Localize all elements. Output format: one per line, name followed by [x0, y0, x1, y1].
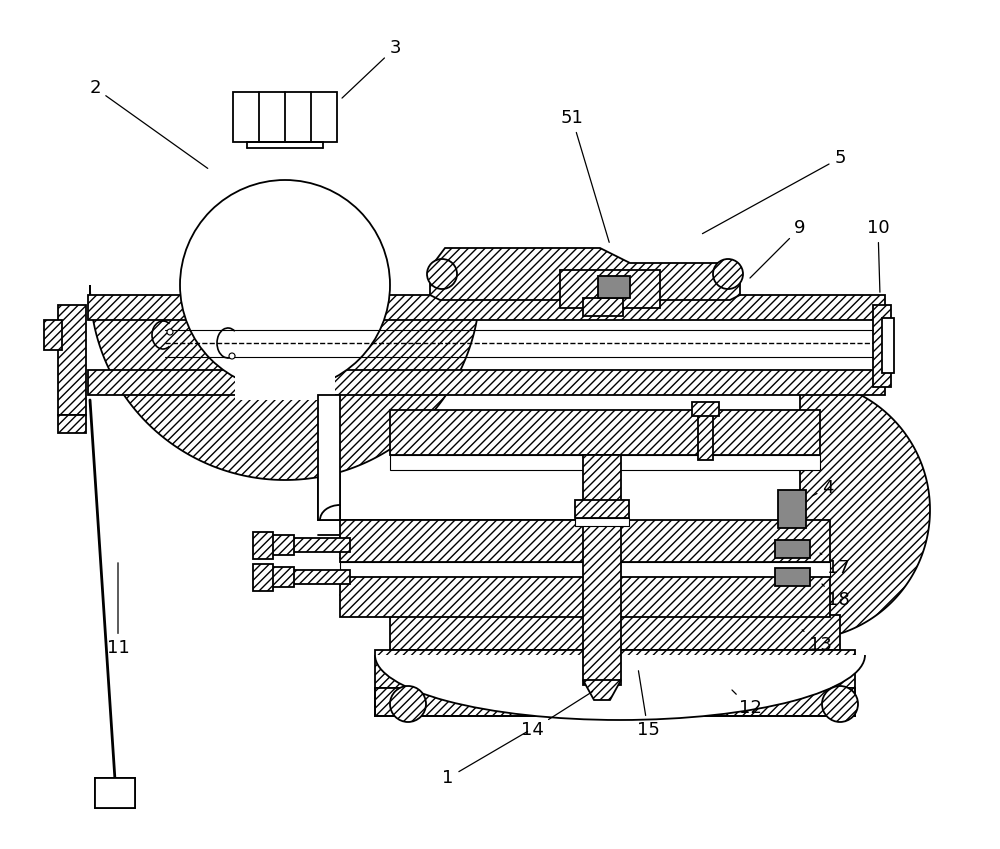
Bar: [268, 535, 294, 555]
Bar: [290, 538, 350, 552]
Polygon shape: [800, 380, 930, 640]
Polygon shape: [375, 655, 865, 720]
Bar: [95, 778, 135, 808]
Bar: [340, 577, 830, 617]
Circle shape: [822, 686, 858, 722]
Circle shape: [229, 353, 235, 359]
Text: 2: 2: [89, 79, 208, 168]
Bar: [58, 415, 86, 433]
Bar: [698, 408, 713, 460]
Text: 10: 10: [867, 219, 889, 292]
Text: 17: 17: [820, 553, 849, 577]
Text: 12: 12: [732, 690, 761, 717]
Text: 5: 5: [702, 149, 846, 233]
Bar: [340, 520, 830, 562]
Bar: [253, 564, 273, 591]
Bar: [318, 395, 340, 520]
Bar: [692, 402, 719, 416]
Bar: [575, 518, 629, 526]
Text: 4: 4: [812, 479, 834, 497]
Bar: [583, 298, 623, 316]
Bar: [775, 540, 810, 558]
Bar: [778, 490, 806, 528]
Circle shape: [180, 180, 390, 390]
Text: 51: 51: [561, 109, 609, 242]
Bar: [340, 562, 830, 577]
Bar: [583, 455, 621, 685]
Bar: [390, 410, 820, 455]
Circle shape: [390, 686, 426, 722]
Bar: [375, 688, 855, 716]
Polygon shape: [233, 92, 337, 142]
Bar: [375, 650, 855, 688]
Bar: [290, 570, 350, 584]
Circle shape: [167, 329, 173, 335]
Text: 3: 3: [342, 39, 401, 98]
Bar: [598, 276, 630, 298]
Bar: [390, 615, 840, 650]
Bar: [560, 270, 660, 308]
Polygon shape: [430, 248, 740, 300]
Bar: [58, 305, 86, 415]
Bar: [775, 568, 810, 586]
Polygon shape: [90, 285, 480, 480]
Text: 9: 9: [750, 219, 806, 278]
Text: 13: 13: [802, 630, 831, 654]
Bar: [268, 567, 294, 587]
Bar: [253, 532, 273, 559]
Circle shape: [713, 259, 743, 289]
Bar: [882, 318, 894, 373]
Bar: [88, 370, 885, 395]
Text: 18: 18: [822, 584, 849, 609]
Bar: [44, 320, 62, 350]
Bar: [88, 295, 885, 320]
Polygon shape: [583, 680, 621, 700]
Bar: [575, 500, 629, 518]
Bar: [873, 305, 891, 387]
Polygon shape: [235, 365, 335, 400]
Text: 15: 15: [637, 671, 659, 739]
Text: 1: 1: [442, 731, 528, 787]
Text: 14: 14: [521, 691, 593, 739]
Bar: [390, 455, 820, 470]
Circle shape: [427, 259, 457, 289]
Text: 11: 11: [107, 563, 129, 657]
